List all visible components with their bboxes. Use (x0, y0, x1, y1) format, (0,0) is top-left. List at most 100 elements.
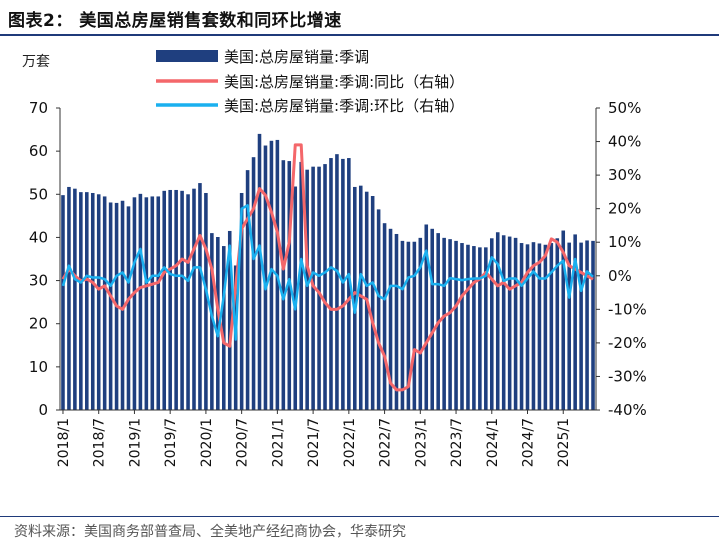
sales-bar (484, 247, 488, 410)
sales-bar (323, 164, 327, 410)
sales-bar (519, 243, 524, 410)
sales-bar (245, 170, 250, 410)
x-axis-tick-label: 2018/1 (56, 418, 72, 467)
sales-bar (579, 242, 583, 410)
sales-bar (317, 166, 321, 410)
right-axis-tick-label: -20% (608, 334, 647, 352)
x-axis-tick-label: 2024/7 (521, 418, 537, 467)
left-axis-tick-label: 20 (29, 315, 48, 333)
sales-bar (567, 242, 571, 410)
sales-bar (353, 186, 357, 410)
sales-bar (507, 236, 512, 410)
sales-bar (376, 209, 381, 410)
sales-bar (489, 238, 494, 410)
right-axis-tick-label: 50% (608, 99, 641, 117)
sales-bar (174, 189, 178, 410)
sales-bar (198, 183, 202, 410)
sales-bar (442, 237, 446, 410)
legend-label: 美国:总房屋销量:季调:环比（右轴） (224, 97, 464, 115)
x-axis-tick-label: 2021/1 (270, 418, 286, 467)
sales-bar (466, 244, 470, 410)
chart-axes: 0 10 20 30 40 50 60 70 -40% -30% -20% -10% 0% 10% 20% 3… (29, 99, 647, 467)
sales-bar (573, 234, 577, 410)
sales-bar (168, 189, 172, 410)
sales-bar (394, 233, 399, 410)
sales-bar (525, 244, 530, 410)
sales-chart: 万套 美国:总房屋销量:季调美国:总房屋销量:季调:同比（右轴）美国:总房屋销量… (22, 48, 647, 467)
left-axis-tick-label: 40 (29, 228, 48, 246)
sales-bar (388, 228, 393, 410)
left-axis-tick-label: 70 (29, 99, 48, 117)
sales-bar (216, 237, 220, 410)
sales-bar (591, 240, 595, 410)
sales-bar (549, 243, 554, 410)
sales-bar (180, 190, 184, 410)
right-axis-tick-label: -30% (608, 367, 647, 385)
sales-bar (263, 145, 268, 410)
sales-bar (192, 188, 196, 410)
sales-bar (204, 192, 208, 410)
sales-bar (495, 232, 500, 410)
figure-title: 图表2： 美国总房屋销售套数和同环比增速 (8, 11, 342, 31)
x-axis-tick-label: 2020/1 (199, 418, 215, 467)
sales-bar (543, 244, 548, 410)
sales-bar (257, 133, 262, 410)
sales-bar (460, 243, 464, 410)
source-note: 资料来源：美国商务部普查局、全美地产经纪商协会，华泰研究 (14, 524, 406, 540)
sales-bar (412, 241, 417, 410)
sales-bar (61, 195, 65, 410)
sales-bar (585, 240, 589, 410)
sales-bar (210, 233, 214, 410)
bar-series (61, 133, 595, 411)
sales-bar (501, 235, 506, 410)
sales-bar (400, 240, 405, 410)
x-axis-tick-label: 2018/7 (92, 418, 108, 467)
legend-label: 美国:总房屋销量:季调 (224, 48, 369, 66)
sales-bar (430, 228, 435, 410)
legend-key-bars (156, 50, 218, 62)
sales-bar (96, 194, 101, 410)
mom-line (61, 204, 594, 341)
sales-bar (347, 158, 351, 410)
sales-bar (335, 154, 339, 410)
sales-bar (85, 192, 89, 410)
right-axis-tick-label: 30% (608, 166, 641, 184)
x-axis-tick-label: 2019/1 (127, 418, 143, 467)
left-axis-tick-label: 30 (29, 272, 48, 290)
x-axis-tick-label: 2019/7 (163, 418, 179, 467)
sales-bar (102, 196, 107, 410)
line-series (61, 143, 594, 392)
sales-bar (79, 192, 83, 410)
sales-bar (513, 237, 518, 410)
x-axis-tick-label: 2023/7 (449, 418, 465, 467)
sales-bar (424, 224, 429, 410)
sales-bar (227, 230, 232, 410)
x-axis-tick-label: 2021/7 (306, 418, 322, 467)
sales-bar (67, 186, 71, 410)
sales-bar (221, 246, 226, 410)
legend-label: 美国:总房屋销量:季调:同比（右轴） (224, 73, 464, 91)
footer-divider (0, 516, 719, 517)
x-axis-tick-label: 2025/1 (556, 418, 572, 467)
sales-bar (150, 196, 155, 410)
sales-bar (537, 243, 542, 410)
sales-bar (186, 194, 190, 410)
sales-bar (73, 188, 77, 410)
sales-bar (281, 160, 286, 410)
sales-bar (382, 223, 387, 410)
sales-bar (531, 242, 536, 410)
sales-bar (454, 240, 458, 410)
sales-bar (90, 192, 95, 410)
left-axis-tick-label: 0 (38, 401, 48, 419)
right-axis-tick-label: 10% (608, 233, 641, 251)
sales-bar (108, 202, 113, 410)
left-axis-tick-label: 60 (29, 142, 48, 160)
sales-bar (311, 166, 315, 410)
sales-bar (239, 192, 244, 410)
sales-bar (293, 186, 298, 410)
sales-bar (370, 196, 375, 410)
sales-bar (269, 140, 274, 411)
sales-bar (162, 190, 167, 410)
sales-bar (120, 200, 125, 410)
sales-bar (299, 161, 303, 410)
